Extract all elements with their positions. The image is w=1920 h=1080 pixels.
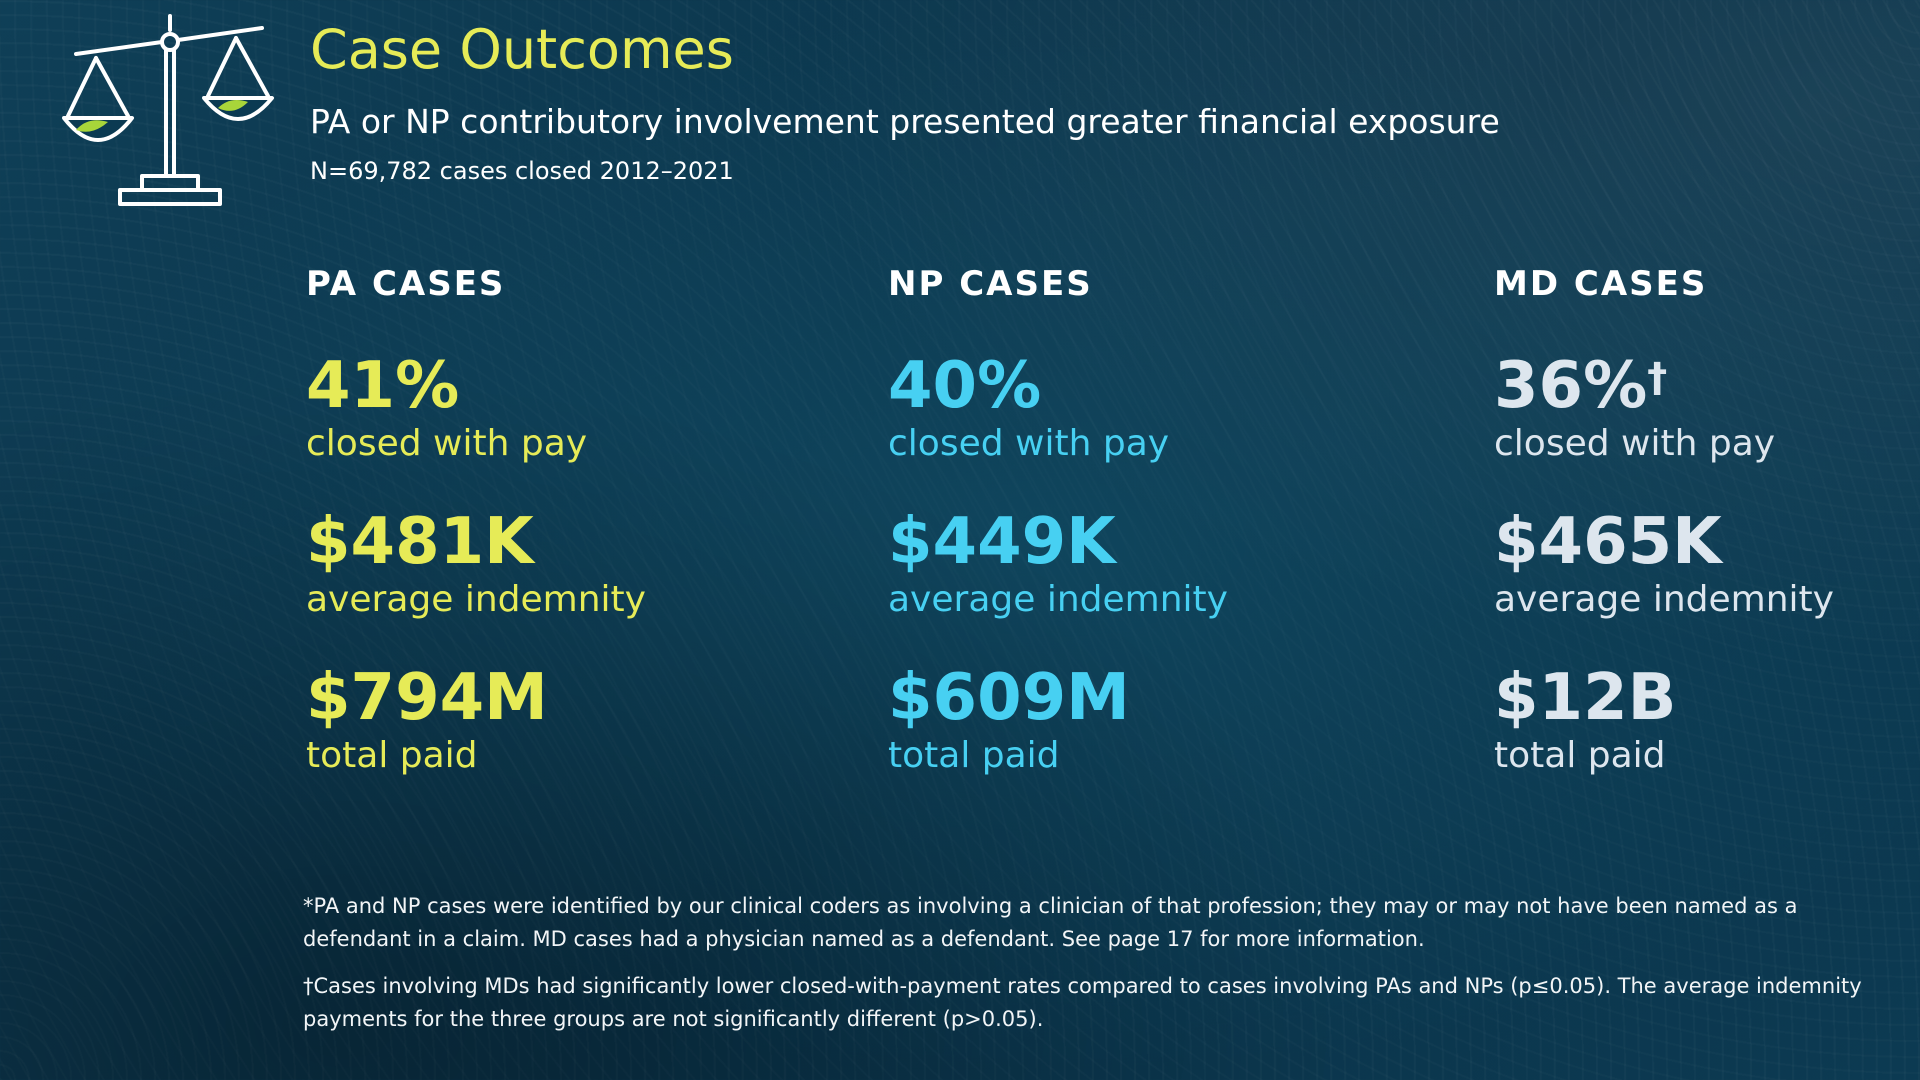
dagger-footnote-mark: †: [1647, 355, 1668, 401]
md-indemnity-label: average indemnity: [1494, 579, 1834, 620]
scales-of-justice-icon: [62, 14, 274, 206]
md-cases-column: MD CASES 36%† closed with pay $465K aver…: [1494, 262, 1920, 778]
sample-size-note: N=69,782 cases closed 2012–2021: [310, 157, 734, 185]
md-closed-label: closed with pay: [1494, 423, 1776, 464]
md-total-value: $12B: [1494, 661, 1677, 735]
np-indemnity-stat: $449K average indemnity: [888, 506, 1448, 622]
page-title: Case Outcomes: [310, 18, 734, 81]
pa-closed-pct: 41%: [306, 349, 460, 423]
footnotes: *PA and NP cases were identified by our …: [303, 890, 1863, 1036]
np-total-label: total paid: [888, 735, 1060, 776]
np-cases-column: NP CASES 40% closed with pay $449K avera…: [888, 262, 1448, 778]
md-indemnity-stat: $465K average indemnity: [1494, 506, 1920, 622]
pa-cases-column: PA CASES 41% closed with pay $481K avera…: [306, 262, 866, 778]
pa-total-label: total paid: [306, 735, 478, 776]
pa-closed-label: closed with pay: [306, 423, 588, 464]
np-total-value: $609M: [888, 661, 1130, 735]
md-closed-with-pay-stat: 36%† closed with pay: [1494, 350, 1920, 466]
pa-indemnity-label: average indemnity: [306, 579, 646, 620]
footnote-star: *PA and NP cases were identified by our …: [303, 894, 1798, 951]
md-cases-heading: MD CASES: [1494, 264, 1708, 304]
np-indemnity-label: average indemnity: [888, 579, 1228, 620]
md-closed-pct: 36%: [1494, 349, 1648, 423]
pa-closed-with-pay-stat: 41% closed with pay: [306, 350, 866, 466]
md-total-label: total paid: [1494, 735, 1666, 776]
np-closed-label: closed with pay: [888, 423, 1170, 464]
pa-indemnity-value: $481K: [306, 505, 534, 579]
np-closed-with-pay-stat: 40% closed with pay: [888, 350, 1448, 466]
header: Case Outcomes PA or NP contributory invo…: [310, 16, 1870, 186]
pa-indemnity-stat: $481K average indemnity: [306, 506, 866, 622]
np-total-paid-stat: $609M total paid: [888, 662, 1448, 778]
page-subtitle: PA or NP contributory involvement presen…: [310, 102, 1500, 141]
footnote-dagger: †Cases involving MDs had significantly l…: [303, 974, 1862, 1031]
np-indemnity-value: $449K: [888, 505, 1116, 579]
md-closed-value: 36%†: [1494, 350, 1920, 422]
pa-cases-heading: PA CASES: [306, 264, 506, 304]
pa-total-value: $794M: [306, 661, 548, 735]
md-total-paid-stat: $12B total paid: [1494, 662, 1920, 778]
pa-total-paid-stat: $794M total paid: [306, 662, 866, 778]
np-cases-heading: NP CASES: [888, 264, 1093, 304]
np-closed-pct: 40%: [888, 349, 1042, 423]
md-indemnity-value: $465K: [1494, 505, 1722, 579]
